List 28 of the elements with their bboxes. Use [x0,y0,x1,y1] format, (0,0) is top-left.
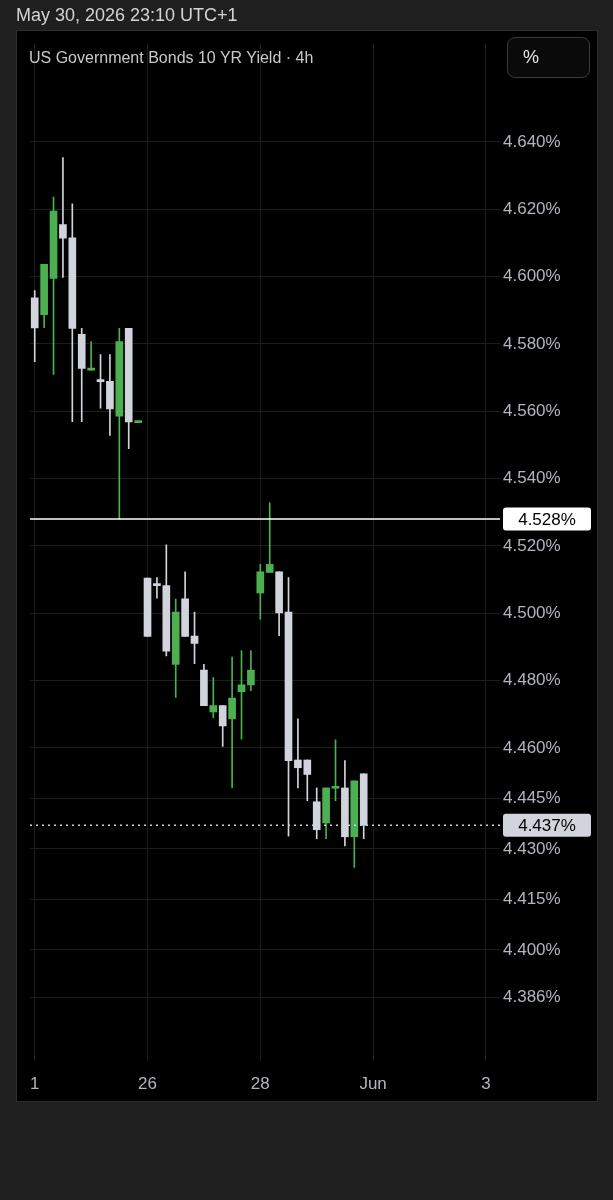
y-tick-label: 4.445% [502,788,561,808]
y-tick-label: 4.480% [502,670,561,690]
ref-line-label: 4.437% [518,816,576,836]
y-tick-label: 4.415% [502,889,561,909]
y-tick-label: 4.560% [502,400,561,420]
x-tick-label: Jun [359,1073,387,1093]
y-tick-label: 4.430% [502,838,561,858]
candlestick [228,656,236,788]
x-tick-label: 3 [481,1073,491,1093]
y-tick-label: 4.386% [502,986,561,1006]
y-tick-label: 4.500% [502,602,561,622]
y-tick-label: 4.580% [502,333,561,353]
y-tick-label: 4.400% [502,939,561,959]
chart-title: US Government Bonds 10 YR Yield · 4h [29,48,314,68]
y-tick-label: 4.460% [502,737,561,757]
candlestick [265,502,274,573]
y-tick-label: 4.540% [502,468,561,488]
candlestick [209,677,218,719]
ref-line-label: 4.528% [518,509,576,529]
y-tick-label: 4.640% [502,131,561,151]
x-tick-label: 26 [138,1073,157,1093]
text: % [523,47,540,67]
x-tick-label: 28 [250,1073,270,1093]
x-tick-label: 1 [29,1073,40,1093]
text: May 30, 2026 23:10 UTC+1 [16,4,238,26]
y-tick-label: 4.600% [502,266,561,286]
y-tick-label: 4.620% [502,198,561,218]
y-tick-label: 4.520% [502,535,561,555]
